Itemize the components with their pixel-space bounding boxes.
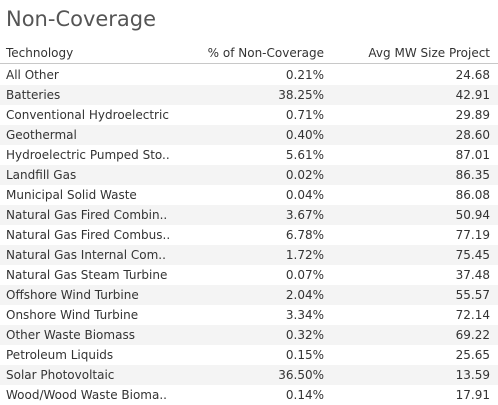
cell-avg-mw-size: 86.35 — [455, 168, 490, 182]
cell-pct-non-coverage: 0.02% — [285, 168, 324, 182]
cell-avg-mw-size: 37.48 — [455, 268, 490, 282]
cell-pct-non-coverage: 5.61% — [285, 148, 324, 162]
cell-technology: Hydroelectric Pumped Sto.. — [6, 148, 170, 162]
table-row[interactable]: Landfill Gas 0.02% 86.35 — [0, 165, 498, 185]
page-title: Non-Coverage — [6, 7, 157, 31]
cell-pct-non-coverage: 38.25% — [278, 88, 324, 102]
column-header-technology[interactable]: Technology — [6, 46, 74, 60]
cell-technology: Natural Gas Steam Turbine — [6, 268, 168, 282]
cell-pct-non-coverage: 2.04% — [285, 288, 324, 302]
cell-technology: Offshore Wind Turbine — [6, 288, 139, 302]
non-coverage-table: Technology % of Non-Coverage Avg MW Size… — [0, 43, 498, 405]
cell-pct-non-coverage: 3.34% — [285, 308, 324, 322]
table-row[interactable]: Municipal Solid Waste 0.04% 86.08 — [0, 185, 498, 205]
table-body: All Other 0.21% 24.68 Batteries 38.25% 42.91 C… — [0, 65, 498, 405]
table-row[interactable]: Geothermal 0.40% 28.60 — [0, 125, 498, 145]
cell-technology: Natural Gas Fired Combus.. — [6, 228, 171, 242]
cell-avg-mw-size: 55.57 — [455, 288, 490, 302]
cell-avg-mw-size: 69.22 — [455, 328, 490, 342]
cell-technology: All Other — [6, 68, 59, 82]
cell-technology: Geothermal — [6, 128, 77, 142]
cell-avg-mw-size: 42.91 — [455, 88, 490, 102]
table-row[interactable]: Wood/Wood Waste Bioma.. 0.14% 17.91 — [0, 385, 498, 405]
table-row[interactable]: Batteries 38.25% 42.91 — [0, 85, 498, 105]
cell-avg-mw-size: 29.89 — [455, 108, 490, 122]
cell-pct-non-coverage: 0.14% — [285, 388, 324, 402]
cell-pct-non-coverage: 0.15% — [285, 348, 324, 362]
table-row[interactable]: Natural Gas Internal Com.. 1.72% 75.45 — [0, 245, 498, 265]
table-row[interactable]: Petroleum Liquids 0.15% 25.65 — [0, 345, 498, 365]
cell-avg-mw-size: 24.68 — [455, 68, 490, 82]
cell-pct-non-coverage: 3.67% — [285, 208, 324, 222]
cell-avg-mw-size: 28.60 — [455, 128, 490, 142]
cell-technology: Petroleum Liquids — [6, 348, 114, 362]
column-header-pct-non-coverage[interactable]: % of Non-Coverage — [207, 46, 324, 60]
cell-avg-mw-size: 77.19 — [455, 228, 490, 242]
cell-avg-mw-size: 13.59 — [455, 368, 490, 382]
cell-technology: Landfill Gas — [6, 168, 77, 182]
cell-technology: Conventional Hydroelectric — [6, 108, 169, 122]
cell-pct-non-coverage: 0.21% — [285, 68, 324, 82]
table-row[interactable]: Natural Gas Fired Combin.. 3.67% 50.94 — [0, 205, 498, 225]
cell-avg-mw-size: 86.08 — [455, 188, 490, 202]
column-header-avg-mw-size[interactable]: Avg MW Size Project — [368, 46, 490, 60]
cell-pct-non-coverage: 0.07% — [285, 268, 324, 282]
table-row[interactable]: Hydroelectric Pumped Sto.. 5.61% 87.01 — [0, 145, 498, 165]
cell-technology: Natural Gas Fired Combin.. — [6, 208, 168, 222]
cell-pct-non-coverage: 0.04% — [285, 188, 324, 202]
cell-avg-mw-size: 87.01 — [455, 148, 490, 162]
table-row[interactable]: All Other 0.21% 24.68 — [0, 65, 498, 85]
cell-pct-non-coverage: 1.72% — [285, 248, 324, 262]
cell-technology: Batteries — [6, 88, 61, 102]
cell-pct-non-coverage: 36.50% — [278, 368, 324, 382]
table-row[interactable]: Solar Photovoltaic 36.50% 13.59 — [0, 365, 498, 385]
cell-avg-mw-size: 75.45 — [455, 248, 490, 262]
cell-technology: Natural Gas Internal Com.. — [6, 248, 166, 262]
cell-avg-mw-size: 72.14 — [455, 308, 490, 322]
cell-pct-non-coverage: 0.71% — [285, 108, 324, 122]
table-row[interactable]: Other Waste Biomass 0.32% 69.22 — [0, 325, 498, 345]
cell-technology: Onshore Wind Turbine — [6, 308, 139, 322]
cell-avg-mw-size: 25.65 — [455, 348, 490, 362]
table-row[interactable]: Offshore Wind Turbine 2.04% 55.57 — [0, 285, 498, 305]
cell-technology: Municipal Solid Waste — [6, 188, 137, 202]
table-row[interactable]: Natural Gas Steam Turbine 0.07% 37.48 — [0, 265, 498, 285]
cell-technology: Solar Photovoltaic — [6, 368, 115, 382]
table-header-row: Technology % of Non-Coverage Avg MW Size… — [0, 43, 498, 64]
table-row[interactable]: Conventional Hydroelectric 0.71% 29.89 — [0, 105, 498, 125]
cell-pct-non-coverage: 0.40% — [285, 128, 324, 142]
cell-technology: Other Waste Biomass — [6, 328, 135, 342]
cell-avg-mw-size: 50.94 — [455, 208, 490, 222]
cell-technology: Wood/Wood Waste Bioma.. — [6, 388, 167, 402]
cell-avg-mw-size: 17.91 — [455, 388, 490, 402]
cell-pct-non-coverage: 0.32% — [285, 328, 324, 342]
cell-pct-non-coverage: 6.78% — [285, 228, 324, 242]
table-row[interactable]: Onshore Wind Turbine 3.34% 72.14 — [0, 305, 498, 325]
table-row[interactable]: Natural Gas Fired Combus.. 6.78% 77.19 — [0, 225, 498, 245]
